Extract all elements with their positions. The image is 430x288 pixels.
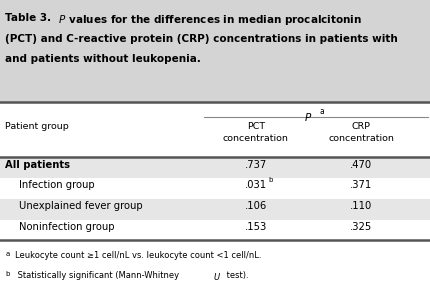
- Text: a: a: [5, 251, 9, 257]
- Text: $\it{P}$ values for the differences in median procalcitonin: $\it{P}$ values for the differences in m…: [55, 13, 362, 27]
- Text: .325: .325: [350, 222, 372, 232]
- Text: b: b: [269, 177, 273, 183]
- Text: .737: .737: [245, 160, 267, 170]
- Text: (PCT) and C-reactive protein (CRP) concentrations in patients with: (PCT) and C-reactive protein (CRP) conce…: [5, 34, 398, 44]
- Text: b: b: [5, 271, 9, 277]
- Text: Patient group: Patient group: [5, 122, 69, 131]
- Bar: [0, 199, 430, 220]
- Text: All patients: All patients: [5, 160, 70, 170]
- Text: Statistically significant (Mann-Whitney: Statistically significant (Mann-Whitney: [15, 271, 182, 280]
- Text: CRP
concentration: CRP concentration: [328, 122, 394, 143]
- Text: a: a: [319, 107, 324, 116]
- Text: Leukocyte count ≥1 cell/nL vs. leukocyte count <1 cell/nL.: Leukocyte count ≥1 cell/nL vs. leukocyte…: [15, 251, 261, 259]
- Text: .031: .031: [245, 180, 267, 190]
- Text: .371: .371: [350, 180, 372, 190]
- Text: and patients without leukopenia.: and patients without leukopenia.: [5, 54, 201, 65]
- Bar: [0, 157, 430, 178]
- Text: $\it{U}$: $\it{U}$: [213, 271, 221, 282]
- Text: .153: .153: [245, 222, 267, 232]
- Text: .106: .106: [245, 201, 267, 211]
- Text: Unexplained fever group: Unexplained fever group: [19, 201, 143, 211]
- Text: Infection group: Infection group: [19, 180, 95, 190]
- Text: PCT
concentration: PCT concentration: [223, 122, 289, 143]
- Text: $\it{P}$: $\it{P}$: [304, 111, 313, 123]
- Text: .110: .110: [350, 201, 372, 211]
- Bar: [0, 0, 430, 102]
- Text: test).: test).: [224, 271, 248, 280]
- Text: Table 3.: Table 3.: [5, 13, 51, 23]
- Text: .470: .470: [350, 160, 372, 170]
- Text: Noninfection group: Noninfection group: [19, 222, 115, 232]
